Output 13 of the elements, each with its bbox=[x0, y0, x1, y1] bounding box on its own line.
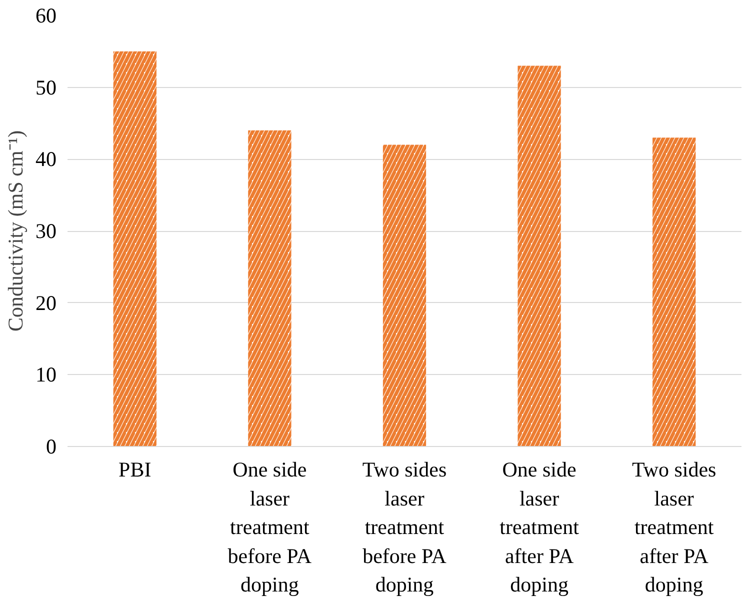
x-tick-label: One side laser treatment after PA doping bbox=[500, 458, 580, 597]
y-tick-label: 40 bbox=[36, 147, 56, 172]
x-tick-label: Two sides laser treatment before PA doping bbox=[362, 458, 448, 597]
y-tick-label: 50 bbox=[36, 75, 56, 100]
x-tick-label: Two sides laser treatment after PA doping bbox=[632, 458, 716, 597]
y-tick-label: 10 bbox=[36, 362, 56, 387]
x-tick-label: PBI bbox=[118, 458, 152, 482]
y-tick-label: 60 bbox=[36, 4, 56, 28]
y-tick-label: 0 bbox=[46, 434, 56, 458]
x-tick-label: One side laser treatment before PA doping bbox=[228, 458, 312, 597]
y-tick-label: 30 bbox=[36, 219, 56, 243]
y-tick-label: 20 bbox=[36, 290, 56, 315]
y-axis-title: Conductivity (mS cm⁻¹) bbox=[4, 130, 28, 332]
